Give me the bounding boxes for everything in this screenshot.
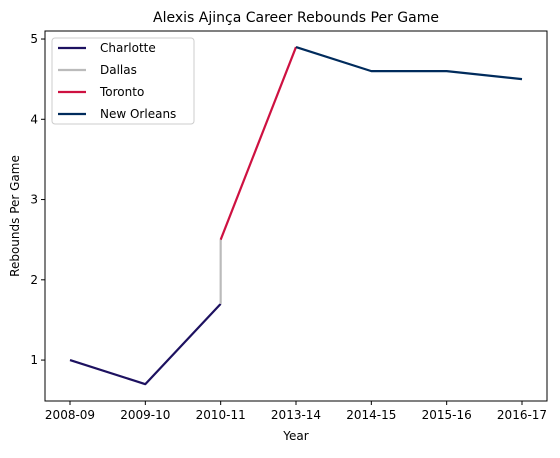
y-tick-label: 2 xyxy=(30,273,38,287)
x-tick-label: 2009-10 xyxy=(120,408,170,422)
x-tick-label: 2014-15 xyxy=(346,408,396,422)
y-tick-label: 5 xyxy=(30,32,38,46)
x-axis-ticks: 2008-09 2009-10 2010-11 2013-14 2014-15 2015-… xyxy=(45,401,547,422)
legend-label-new-orleans: New Orleans xyxy=(100,107,176,121)
y-axis-ticks: 1 2 3 4 5 xyxy=(30,32,45,367)
legend-label-toronto: Toronto xyxy=(99,85,144,99)
x-axis-label: Year xyxy=(282,429,308,443)
y-tick-label: 1 xyxy=(30,353,38,367)
x-tick-label: 2010-11 xyxy=(196,408,246,422)
legend: Charlotte Dallas Toronto New Orleans xyxy=(52,38,194,124)
x-tick-label: 2013-14 xyxy=(271,408,321,422)
y-tick-label: 3 xyxy=(30,193,38,207)
x-tick-label: 2015-16 xyxy=(422,408,472,422)
x-tick-label: 2008-09 xyxy=(45,408,95,422)
x-tick-label: 2016-17 xyxy=(497,408,547,422)
series-line-new-orleans xyxy=(296,47,522,79)
legend-label-charlotte: Charlotte xyxy=(100,41,156,55)
series-line-charlotte xyxy=(70,304,221,384)
series-line-toronto xyxy=(221,47,296,240)
chart-title: Alexis Ajinça Career Rebounds Per Game xyxy=(153,10,439,26)
legend-label-dallas: Dallas xyxy=(100,63,137,77)
y-axis-label: Rebounds Per Game xyxy=(8,155,22,277)
y-tick-label: 4 xyxy=(30,112,38,126)
